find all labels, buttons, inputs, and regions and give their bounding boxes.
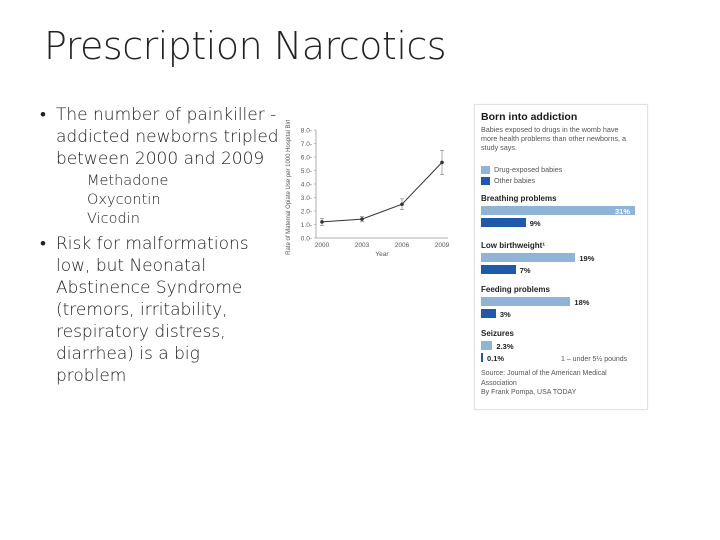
bar-value-label: 19%: [579, 253, 595, 263]
category-label: Feeding problems: [481, 285, 550, 294]
category-label: Seizures: [481, 329, 514, 338]
y-tick-label: 0.0-: [301, 236, 312, 243]
category-label: Breathing problems: [481, 194, 557, 203]
bullet-glyph: •: [40, 234, 46, 254]
bar-drug-exposed: [481, 206, 635, 215]
x-tick-label: 2000: [315, 242, 330, 249]
y-tick-label: 6.0-: [301, 155, 312, 162]
sub-item: Methadone: [87, 173, 169, 189]
bar-other: [481, 309, 496, 318]
x-tick-label: 2009: [435, 242, 450, 249]
bar-value-label: 3%: [499, 309, 511, 319]
y-tick-label: 3.0-: [301, 195, 312, 202]
bar-drug-exposed: [481, 297, 571, 306]
y-axis-label: Rate of Maternal Opiate Use per 1000 Hos…: [286, 120, 292, 255]
born-into-addiction-infographic: Born into addiction Babies exposed to dr…: [474, 104, 648, 410]
bar-value-label: 31%: [615, 206, 631, 216]
legend-label: Other babies: [494, 176, 536, 185]
bar-other: [481, 353, 483, 362]
infographic-title: Born into addiction: [481, 111, 578, 123]
bullet-item: • Risk for malformations low, but Neonat…: [40, 233, 280, 387]
source-credit: Source: Journal of the American Medical …: [481, 369, 641, 398]
data-point: [360, 217, 364, 221]
bullet-item: • The number of painkiller -addicted new…: [40, 104, 280, 170]
y-tick-label: 5.0-: [301, 168, 312, 175]
drug-sub-list: Methadone Oxycontin Vicodin: [87, 172, 280, 229]
bar-drug-exposed: [481, 341, 493, 350]
category-label: Low birthweight¹: [481, 241, 545, 250]
y-tick-label: 2.0-: [301, 209, 312, 216]
bullet-text: The number of painkiller -addicted newbo…: [56, 105, 279, 169]
bullet-text: Risk for malformations low, but Neonatal…: [56, 234, 249, 386]
bar-other: [481, 218, 526, 227]
bullet-list: • The number of painkiller -addicted new…: [40, 104, 280, 387]
bar-value-label: 9%: [529, 218, 541, 228]
y-tick-label: 4.0-: [301, 182, 312, 189]
legend-item-other: Other babies: [481, 176, 536, 186]
data-point: [440, 160, 444, 165]
slide-title: Prescription Narcotics: [44, 24, 447, 68]
legend-swatch: [481, 166, 490, 175]
bar-value-label: 2.3%: [496, 341, 514, 351]
series-line: [321, 162, 443, 223]
legend-item-drug-exposed: Drug-exposed babies: [481, 165, 563, 175]
legend-swatch: [481, 177, 490, 186]
bar-other: [481, 265, 516, 274]
x-tick-label: 2003: [355, 242, 370, 249]
legend-label: Drug-exposed babies: [494, 165, 563, 174]
byline: By Frank Pompa, USA TODAY: [481, 389, 577, 396]
source-text: Source: Journal of the American Medical …: [481, 370, 607, 387]
infographic-subtitle: Babies exposed to drugs in the womb have…: [481, 125, 627, 152]
y-tick-label: 1.0-: [301, 222, 312, 229]
bar-value-label: 0.1%: [487, 353, 505, 363]
bar-value-label: 7%: [519, 265, 531, 275]
bar-value-label: 18%: [574, 297, 590, 307]
data-point: [320, 220, 324, 224]
bar-drug-exposed: [481, 253, 576, 262]
x-axis-label: Year: [375, 251, 389, 258]
x-tick-label: 2006: [395, 242, 410, 249]
opiate-use-line-chart: 0.0- 1.0- 2.0- 3.0- 4.0- 5.0- 6.0- 7.0- 8.0- 2000…: [286, 120, 450, 258]
bullet-glyph: •: [40, 105, 46, 125]
sub-item: Oxycontin: [87, 192, 161, 208]
y-tick-label: 8.0-: [301, 128, 312, 135]
y-tick-label: 7.0-: [301, 141, 312, 148]
footnote: 1 – under 5½ pounds: [561, 356, 628, 363]
sub-item: Vicodin: [87, 211, 140, 227]
data-point: [400, 202, 404, 207]
